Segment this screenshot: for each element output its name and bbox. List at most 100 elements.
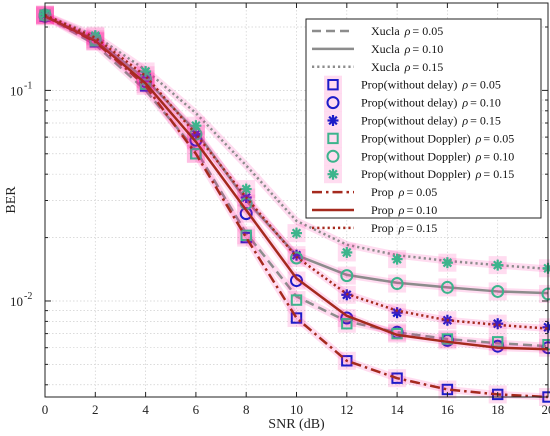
legend-marker bbox=[327, 132, 339, 145]
legend-label: Prop(without delay) ρ = 0.15 bbox=[361, 114, 501, 128]
x-tick-label: 16 bbox=[441, 402, 455, 417]
legend-entry: Prop ρ = 0.15 bbox=[312, 221, 437, 235]
legend-label: Prop(without delay) ρ = 0.10 bbox=[361, 96, 501, 110]
x-tick-label: 4 bbox=[142, 402, 149, 417]
legend-rho-value: = 0.10 bbox=[483, 149, 514, 163]
legend-label: Prop ρ = 0.15 bbox=[371, 221, 437, 235]
series-line bbox=[44, 15, 549, 399]
x-axis-title: SNR (dB) bbox=[268, 417, 325, 432]
asterisk-stroke bbox=[328, 169, 338, 179]
legend-rho-value: = 0.05 bbox=[412, 24, 443, 38]
x-tick-label: 14 bbox=[391, 402, 405, 417]
legend-rho-symbol: ρ bbox=[398, 221, 405, 235]
data-point bbox=[290, 251, 303, 265]
legend-marker bbox=[326, 149, 340, 163]
legend-series-name: Prop(without Doppler) bbox=[361, 149, 471, 163]
asterisk-stroke bbox=[328, 115, 338, 126]
data-point bbox=[290, 294, 303, 306]
y-tick-label: 10 bbox=[10, 294, 23, 309]
x-tick-label: 2 bbox=[92, 402, 99, 417]
legend-rho-value: = 0.15 bbox=[412, 60, 443, 74]
ticks: 0246810121416182010-110-2 bbox=[10, 3, 550, 417]
legend-rho-symbol: ρ bbox=[398, 203, 405, 217]
legend-series-name: Prop bbox=[371, 185, 394, 199]
legend-rho-symbol: ρ bbox=[461, 114, 468, 128]
legend-series-name: Prop(without Doppler) bbox=[361, 167, 471, 181]
legend-entry: Prop(without Doppler) ρ = 0.05 bbox=[324, 129, 514, 148]
series-0 bbox=[43, 13, 549, 350]
marker-halo bbox=[539, 284, 550, 303]
legend-entry: Xucla ρ = 0.15 bbox=[312, 60, 443, 74]
legend-series-name: Prop(without delay) bbox=[361, 78, 457, 92]
legend-series-name: Prop(without delay) bbox=[361, 96, 457, 110]
legend-marker bbox=[326, 96, 340, 110]
legend-marker-halo bbox=[324, 75, 342, 94]
data-point bbox=[440, 280, 454, 294]
data-point bbox=[341, 318, 353, 330]
marker-halo bbox=[539, 335, 550, 354]
asterisk-stroke bbox=[392, 308, 402, 318]
legend-entry: Prop(without delay) ρ = 0.10 bbox=[324, 93, 501, 112]
legend-rho-value: = 0.10 bbox=[406, 203, 437, 217]
legend-label: Prop ρ = 0.05 bbox=[371, 185, 437, 199]
series-line bbox=[44, 15, 549, 348]
data-point bbox=[240, 183, 252, 195]
legend-entry: Prop(without Doppler) ρ = 0.10 bbox=[324, 147, 514, 166]
data-point bbox=[291, 227, 302, 239]
data-point bbox=[290, 274, 303, 288]
legend-rho-value: = 0.15 bbox=[470, 114, 501, 128]
legend-rho-value: = 0.15 bbox=[406, 221, 437, 235]
legend-label: Prop(without Doppler) ρ = 0.10 bbox=[361, 149, 514, 163]
asterisk-stroke bbox=[493, 260, 503, 270]
data-point bbox=[139, 78, 152, 90]
legend-rho-value: = 0.10 bbox=[470, 96, 501, 110]
data-point bbox=[492, 259, 504, 271]
legend-label: Prop ρ = 0.10 bbox=[371, 203, 437, 217]
data-point bbox=[391, 253, 403, 265]
asterisk-stroke bbox=[241, 184, 251, 194]
series-11 bbox=[43, 11, 549, 333]
legend-rho-symbol: ρ bbox=[398, 185, 405, 199]
legend-rho-symbol: ρ bbox=[475, 149, 482, 163]
legend-rho-symbol: ρ bbox=[404, 60, 411, 74]
legend-label: Prop(without Doppler) ρ = 0.15 bbox=[361, 167, 514, 181]
legend-series-name: Xucla bbox=[371, 24, 400, 38]
legend-marker bbox=[327, 79, 339, 91]
legend-entry: Prop ρ = 0.05 bbox=[312, 185, 437, 199]
data-point bbox=[491, 284, 505, 298]
asterisk-stroke bbox=[342, 247, 352, 258]
legend-rho-symbol: ρ bbox=[461, 78, 468, 92]
x-tick-label: 10 bbox=[290, 402, 303, 417]
legend-rho-symbol: ρ bbox=[475, 131, 482, 145]
data-point bbox=[290, 312, 303, 324]
series-2 bbox=[43, 11, 549, 273]
legend-rho-symbol: ρ bbox=[475, 167, 482, 181]
series-10 bbox=[43, 13, 549, 353]
legend-entry: Prop ρ = 0.10 bbox=[312, 203, 437, 217]
series-9 bbox=[43, 13, 549, 401]
series-line bbox=[44, 13, 549, 330]
legend-rho-symbol: ρ bbox=[461, 96, 468, 110]
x-tick-label: 6 bbox=[193, 402, 200, 417]
legend-marker bbox=[327, 168, 339, 180]
asterisk-stroke bbox=[442, 258, 453, 268]
legend-series-name: Prop bbox=[371, 203, 394, 217]
legend-rho-symbol: ρ bbox=[404, 42, 411, 56]
legend-label: Xucla ρ = 0.15 bbox=[371, 60, 443, 74]
legend-series-name: Xucla bbox=[371, 42, 400, 56]
legend-series-name: Prop bbox=[371, 221, 394, 235]
data-point bbox=[391, 307, 403, 319]
x-tick-label: 0 bbox=[42, 402, 49, 417]
legend-marker bbox=[327, 115, 339, 126]
legend-entry: Xucla ρ = 0.10 bbox=[312, 42, 443, 56]
data-point bbox=[190, 148, 202, 160]
legend-rho-value: = 0.05 bbox=[483, 131, 514, 145]
legend-entry: Prop(without delay) ρ = 0.05 bbox=[324, 75, 501, 94]
data-point bbox=[391, 372, 403, 384]
data-point bbox=[441, 333, 454, 345]
legend-series-name: Xucla bbox=[371, 60, 400, 74]
legend-label: Prop(without Doppler) ρ = 0.05 bbox=[361, 131, 514, 145]
data-point bbox=[190, 120, 202, 132]
